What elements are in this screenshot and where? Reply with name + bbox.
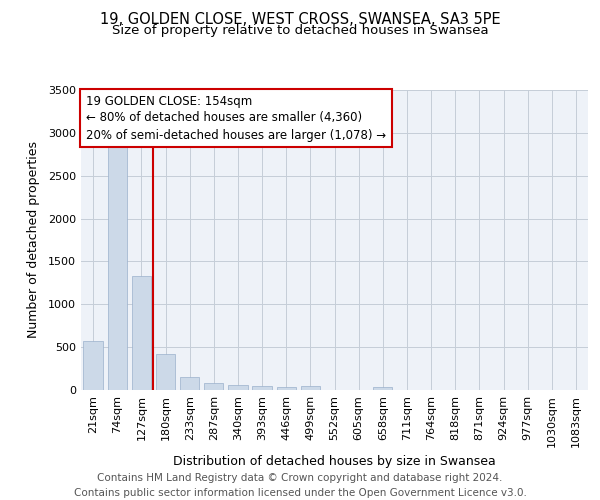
Bar — [253, 386, 272, 390]
Bar — [373, 388, 392, 390]
Text: 19 GOLDEN CLOSE: 154sqm
← 80% of detached houses are smaller (4,360)
20% of semi: 19 GOLDEN CLOSE: 154sqm ← 80% of detache… — [86, 94, 386, 142]
Y-axis label: Number of detached properties: Number of detached properties — [26, 142, 40, 338]
Text: Size of property relative to detached houses in Swansea: Size of property relative to detached ho… — [112, 24, 488, 37]
Text: 19, GOLDEN CLOSE, WEST CROSS, SWANSEA, SA3 5PE: 19, GOLDEN CLOSE, WEST CROSS, SWANSEA, S… — [100, 12, 500, 28]
Bar — [156, 354, 175, 390]
Bar — [107, 142, 127, 390]
Bar — [204, 383, 223, 390]
Text: Contains HM Land Registry data © Crown copyright and database right 2024.
Contai: Contains HM Land Registry data © Crown c… — [74, 472, 526, 498]
Bar — [277, 387, 296, 390]
Bar — [132, 276, 151, 390]
Bar — [83, 340, 103, 390]
Bar — [301, 386, 320, 390]
Bar — [180, 376, 199, 390]
Bar — [228, 386, 248, 390]
X-axis label: Distribution of detached houses by size in Swansea: Distribution of detached houses by size … — [173, 455, 496, 468]
